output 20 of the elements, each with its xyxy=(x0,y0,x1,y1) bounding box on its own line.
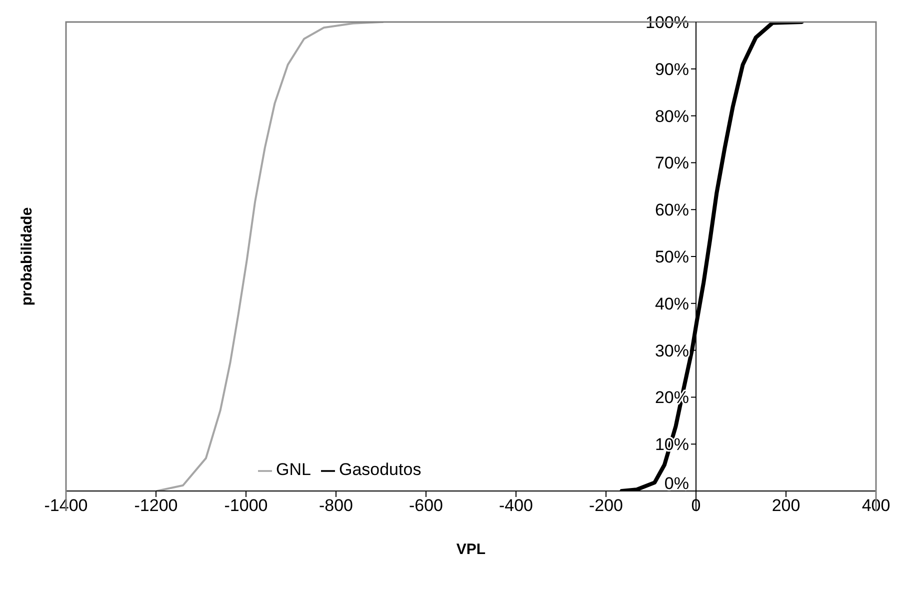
x-tick-label: -800 xyxy=(318,496,354,516)
y-tick-label: 50% xyxy=(654,248,689,266)
x-tick-label: -1000 xyxy=(224,496,268,516)
y-axis-title: probabilidade xyxy=(18,207,36,306)
y-tick-label: 90% xyxy=(654,60,689,79)
x-tick-label: -200 xyxy=(588,496,624,516)
x-tick-label: 200 xyxy=(772,496,800,516)
y-tick-label: 70% xyxy=(654,154,689,173)
y-tick-label: 30% xyxy=(654,341,689,360)
x-tick-label: -1200 xyxy=(134,496,178,516)
legend-label: Gasodutos xyxy=(338,460,422,479)
y-tick-label: 40% xyxy=(654,294,689,314)
x-tick-label: 400 xyxy=(862,496,890,516)
x-tick-label: -600 xyxy=(408,496,444,516)
y-tick-label: 0% xyxy=(664,474,689,493)
x-tick-label: -400 xyxy=(498,496,534,516)
y-tick-label: 80% xyxy=(654,106,689,126)
y-tick-label: 60% xyxy=(654,200,689,220)
x-axis-title: VPL xyxy=(456,541,486,558)
legend-label: GNL xyxy=(276,460,311,479)
